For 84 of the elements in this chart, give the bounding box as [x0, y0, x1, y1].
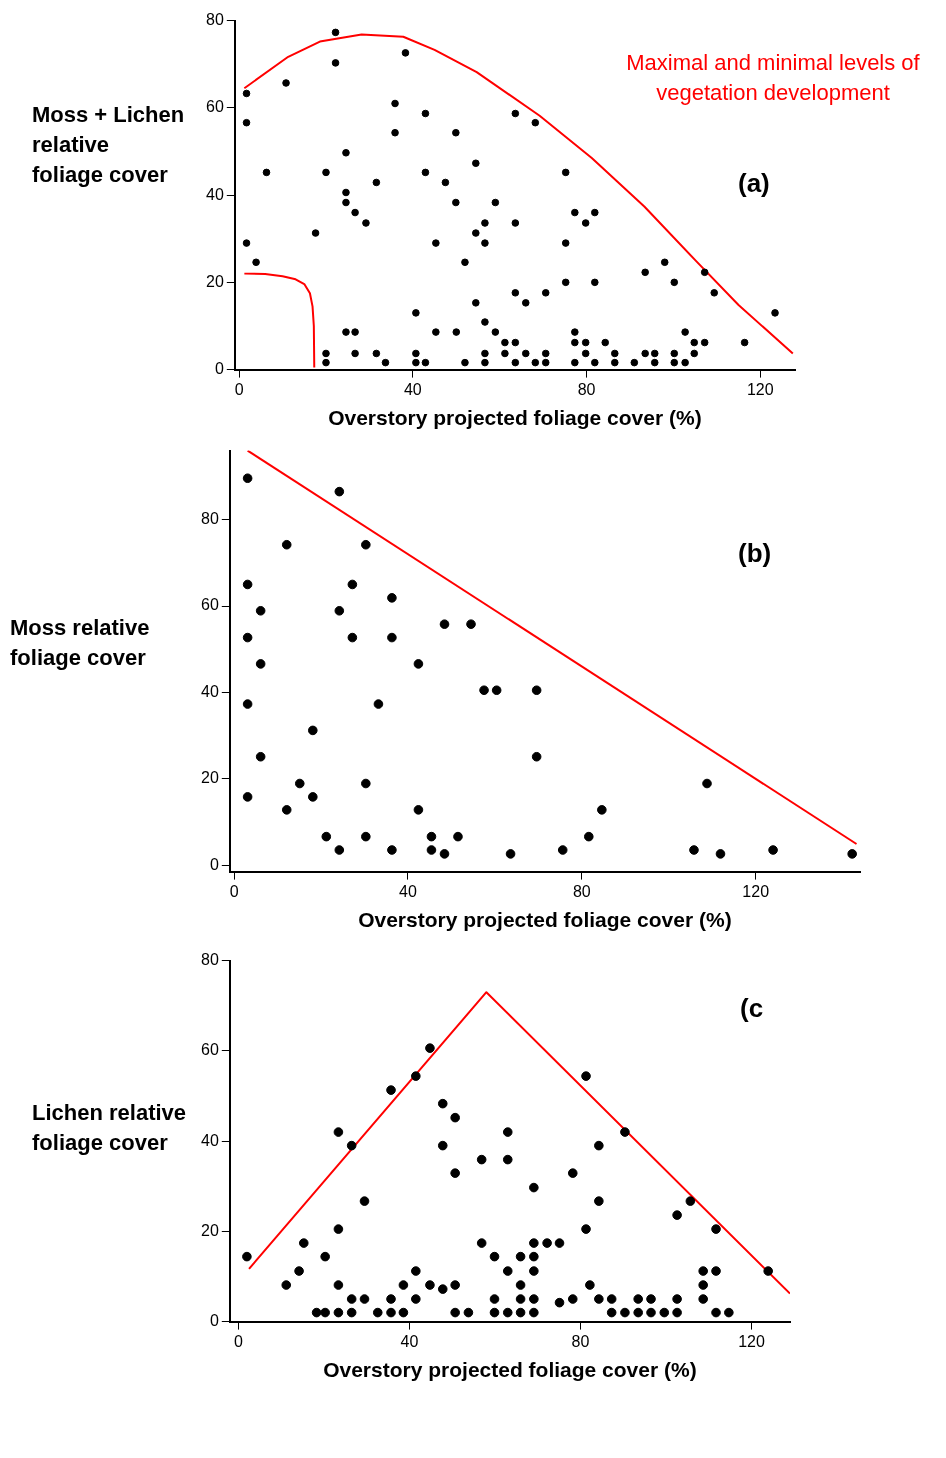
x-tick-label: 40: [403, 380, 422, 398]
point: [413, 659, 424, 669]
point: [281, 539, 292, 550]
x-axis-title: Overstory projected foliage cover (%): [358, 908, 732, 932]
point: [689, 845, 699, 855]
point: [584, 831, 594, 842]
text: (b): [738, 538, 772, 569]
y-tick-label: 80: [201, 951, 219, 969]
point: [242, 699, 253, 709]
point: [505, 849, 516, 859]
point: [768, 845, 778, 855]
point: [413, 805, 424, 815]
point: [373, 699, 384, 709]
point: [491, 685, 502, 696]
point: [255, 751, 266, 762]
y-tick-label: 40: [201, 1131, 219, 1149]
y-tick-label: 20: [201, 1221, 219, 1239]
x-tick-label: 80: [572, 882, 591, 900]
point: [387, 845, 397, 855]
point: [361, 539, 371, 550]
point: [334, 486, 345, 497]
x-tick-label: 40: [400, 1332, 419, 1350]
point: [334, 606, 345, 616]
y-tick-label: 40: [201, 682, 219, 700]
point: [466, 619, 476, 629]
point: [255, 659, 266, 669]
point: [281, 805, 292, 815]
y-tick-label: 0: [209, 855, 219, 873]
point: [347, 579, 358, 590]
point: [242, 473, 253, 484]
point: [308, 725, 318, 736]
text: (a): [738, 168, 770, 199]
point: [308, 792, 318, 802]
point: [242, 579, 253, 590]
point: [557, 845, 568, 855]
point: [334, 845, 345, 855]
point: [387, 593, 397, 603]
point: [847, 849, 857, 859]
point: [479, 685, 489, 696]
point: [453, 831, 463, 842]
x-tick-label: 80: [577, 380, 596, 398]
y-tick-label: 60: [201, 1041, 219, 1059]
point: [361, 778, 371, 789]
y-tick-label: 0: [214, 360, 224, 378]
point: [387, 632, 397, 643]
y-tick-label: 0: [209, 1312, 219, 1330]
y-tick-label: 20: [201, 769, 219, 787]
point: [439, 619, 450, 629]
x-tick-label: 0: [233, 1332, 243, 1350]
x-tick-label: 120: [746, 380, 774, 398]
point: [439, 849, 450, 859]
x-tick-label: 0: [234, 380, 244, 398]
y-axis-title: Moss relative foliage cover: [10, 614, 150, 672]
point: [531, 751, 542, 762]
point: [597, 805, 607, 815]
y-tick-label: 60: [206, 98, 224, 116]
point: [361, 831, 371, 842]
point: [321, 831, 332, 842]
x-tick-label: 40: [399, 882, 417, 900]
point: [242, 792, 253, 802]
point: [426, 831, 437, 842]
point: [294, 778, 305, 789]
point: [702, 778, 712, 789]
x-axis-title: Overstory projected foliage cover (%): [328, 406, 702, 430]
y-axis-title: Moss + Lichen relative foliage cover: [32, 101, 185, 189]
point: [426, 845, 437, 855]
y-axis-title: Lichen relative foliage cover: [32, 1099, 187, 1157]
point: [347, 632, 358, 643]
annotation: Maximal and minimal levels of vegetation development: [625, 49, 921, 107]
point: [531, 685, 542, 696]
y-tick-label: 20: [206, 272, 224, 290]
point: [242, 632, 253, 643]
x-tick-label: 80: [571, 1332, 590, 1350]
x-axis-title: Overstory projected foliage cover (%): [323, 1358, 697, 1382]
x-tick-label: 120: [742, 882, 770, 900]
x-tick-label: 120: [738, 1332, 765, 1350]
y-tick-label: 60: [201, 596, 219, 614]
text: (c: [740, 993, 764, 1024]
y-tick-label: 80: [206, 11, 224, 29]
x-tick-label: 0: [229, 882, 239, 900]
point: [255, 606, 266, 616]
y-tick-label: 80: [201, 510, 219, 528]
y-tick-label: 40: [206, 185, 224, 203]
point: [715, 849, 726, 859]
